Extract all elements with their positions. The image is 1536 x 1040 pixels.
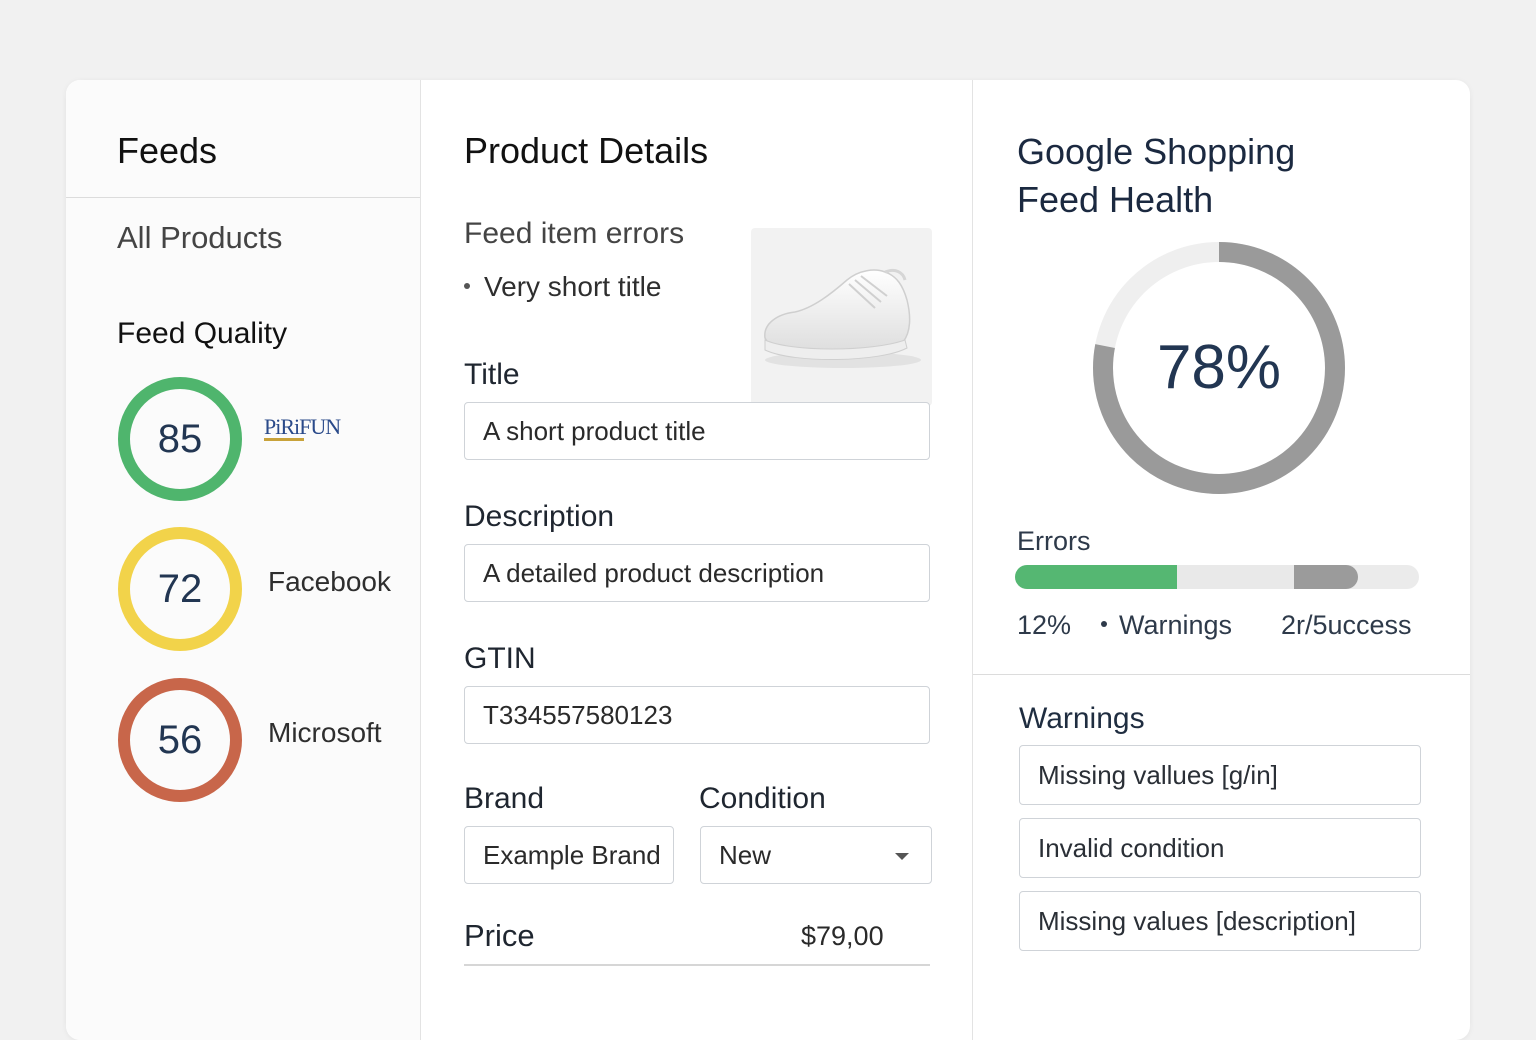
channel-name-microsoft[interactable]: Microsoft xyxy=(268,717,382,748)
warning-item[interactable]: Invalid condition xyxy=(1019,818,1421,878)
divider xyxy=(973,674,1470,675)
feed-item-error: Very short title xyxy=(464,271,661,303)
health-donut-ring xyxy=(1093,242,1345,494)
condition-select[interactable]: New xyxy=(700,826,932,884)
quality-score-gauge[interactable]: 72 xyxy=(117,526,243,652)
warning-item[interactable]: Missing vallues [g/in] xyxy=(1019,745,1421,805)
error-text: Very short title xyxy=(484,271,662,302)
health-donut: 78% xyxy=(1091,240,1347,496)
condition-label: Condition xyxy=(699,782,826,815)
feed-health-title-line2: Feed Health xyxy=(1017,179,1214,220)
feed-health-title-line1: Google Shopping xyxy=(1017,131,1296,172)
score-ring xyxy=(118,678,242,802)
warning-item[interactable]: Missing values [description] xyxy=(1019,891,1421,951)
bullet-icon xyxy=(1101,620,1107,627)
price-value[interactable]: $79,00 xyxy=(801,921,884,951)
gtin-input[interactable]: T334557580123 xyxy=(464,686,930,744)
errors-stat: 12% xyxy=(1017,610,1072,640)
errors-label: Errors xyxy=(1017,526,1091,556)
brand-input[interactable]: Example Brand xyxy=(464,826,674,884)
progress-segment xyxy=(1293,565,1359,589)
warnings-title: Warnings xyxy=(1019,702,1145,735)
product-details-title: Product Details xyxy=(464,130,709,171)
condition-value: New xyxy=(719,840,772,870)
feed-health-panel: Google Shopping Feed Health 78% Errors 1… xyxy=(973,80,1470,1040)
score-value: 72 xyxy=(157,567,203,611)
success-stat: 2r/5uccess xyxy=(1281,610,1412,640)
errors-progress-bar xyxy=(1015,565,1419,589)
quality-score-gauge[interactable]: 56 xyxy=(117,677,243,803)
health-percent: 78% xyxy=(1156,333,1282,402)
svg-text:PiRiFUN: PiRiFUN xyxy=(264,414,341,439)
feeds-sidebar: Feeds All Products Feed Quality 85 PiRiF… xyxy=(66,80,421,1040)
score-value: 85 xyxy=(157,417,203,461)
feed-item-errors-label: Feed item errors xyxy=(464,217,685,250)
sidebar-item-all-products[interactable]: All Products xyxy=(117,220,283,255)
price-label: Price xyxy=(464,918,535,953)
warnings-stat: Warnings xyxy=(1101,610,1232,641)
title-input[interactable]: A short product title xyxy=(464,402,930,460)
score-value: 56 xyxy=(157,718,203,762)
warnings-stat-label: Warnings xyxy=(1119,610,1233,640)
gtin-label: GTIN xyxy=(464,642,536,675)
channel-logo[interactable]: PiRiFUN xyxy=(262,412,348,446)
pirifun-logo-icon: PiRiFUN xyxy=(264,414,342,441)
progress-segment xyxy=(1176,565,1294,589)
divider xyxy=(66,197,420,198)
bullet-icon xyxy=(464,282,470,289)
score-ring xyxy=(118,377,242,501)
description-input[interactable]: A detailed product description xyxy=(464,544,930,602)
sneaker-icon xyxy=(764,268,921,368)
quality-score-gauge[interactable]: 85 xyxy=(117,376,243,502)
chevron-down-icon xyxy=(895,853,909,860)
score-ring xyxy=(118,527,242,651)
channel-name-facebook[interactable]: Facebook xyxy=(268,566,391,597)
price-underline xyxy=(464,964,930,966)
main-card: Feeds All Products Feed Quality 85 PiRiF… xyxy=(66,80,1470,1040)
product-details-panel: Product Details Feed item errors Very sh… xyxy=(421,80,973,1040)
title-label: Title xyxy=(464,358,520,391)
feeds-title: Feeds xyxy=(117,130,218,171)
feed-health-title: Google Shopping Feed Health xyxy=(1017,128,1295,224)
progress-segment xyxy=(1015,565,1177,589)
description-label: Description xyxy=(464,500,615,533)
brand-label: Brand xyxy=(464,782,545,815)
feed-quality-title: Feed Quality xyxy=(117,317,288,350)
product-image xyxy=(751,228,932,406)
